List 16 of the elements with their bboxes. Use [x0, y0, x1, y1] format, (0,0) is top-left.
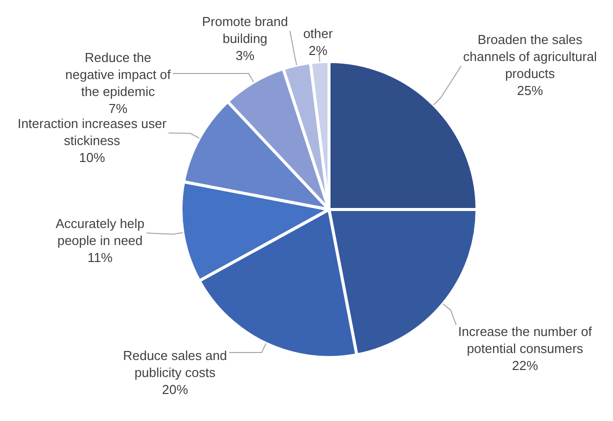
- data-label: 11%: [87, 250, 113, 266]
- data-label: 10%: [78, 150, 106, 166]
- slice-label: Reduce sales and publicity costs: [122, 348, 228, 380]
- data-label: 20%: [162, 382, 188, 398]
- slice-label: Accurately help people in need: [56, 216, 144, 248]
- slice-label: Increase the number of potential consumers: [458, 324, 592, 356]
- slice-label: Reduce the negative impact of the epidemic: [65, 50, 172, 100]
- slice-label: Broaden the sales channels of agricultural products: [463, 32, 597, 82]
- slice-label: Interaction increases user stickiness: [18, 116, 168, 148]
- slice-label: Promote brand building: [202, 14, 288, 46]
- data-label: 22%: [512, 358, 538, 374]
- slice-label: other: [303, 26, 334, 42]
- data-label: 3%: [236, 48, 255, 64]
- data-label: 7%: [108, 101, 128, 116]
- data-label: 25%: [516, 83, 544, 98]
- data-label: 2%: [308, 43, 328, 58]
